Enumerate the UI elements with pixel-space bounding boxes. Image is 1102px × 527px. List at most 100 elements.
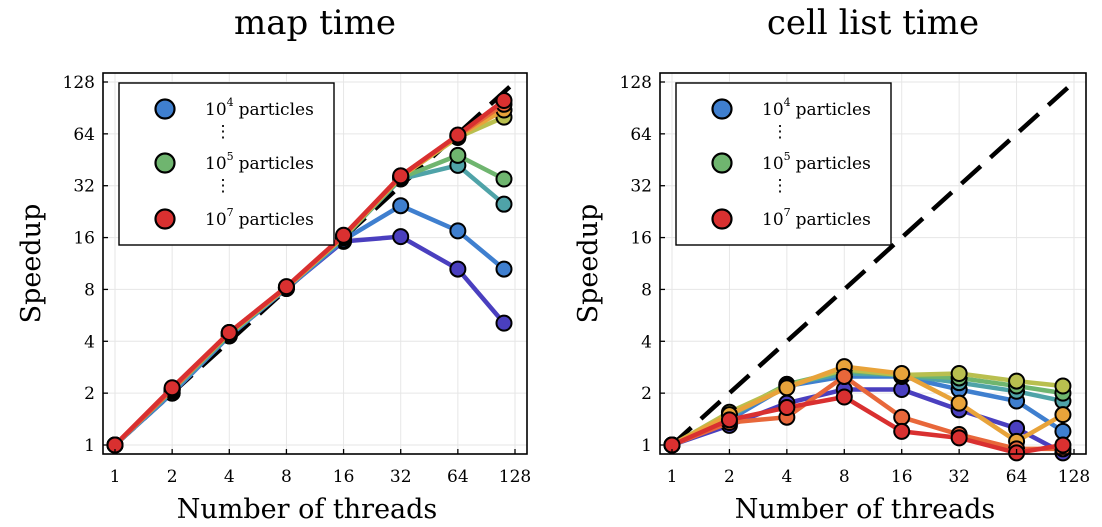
data-point [449, 260, 467, 278]
plot-frame [659, 72, 1087, 455]
chart-panel-1: 1 2 4 8 16 32 64 128 1 2 4 8 16 32 64 128 map time Number… [16, 3, 531, 525]
y-tick-label: 32 [73, 177, 95, 197]
y-axis-label: Speedup [573, 204, 604, 324]
legend-label: 104 particles [762, 96, 871, 120]
legend-marker [711, 98, 733, 120]
data-point [950, 429, 968, 447]
legend-marker [711, 152, 733, 174]
legend-entry: 107 particles [154, 206, 314, 230]
x-axis-label: Number of threads [177, 494, 438, 525]
data-point [835, 388, 853, 406]
data-point [1054, 406, 1072, 424]
x-tick-label: 16 [891, 467, 913, 487]
data-point [392, 197, 410, 215]
data-point [449, 222, 467, 240]
series-line [671, 394, 1064, 456]
y-tick-label: 16 [630, 229, 652, 249]
data-point [495, 170, 513, 188]
chart-title: map time [234, 3, 396, 43]
data-point [835, 367, 853, 385]
legend-marker [154, 208, 176, 230]
x-tick-label: 2 [724, 467, 735, 487]
legend-entry: 104 particles⋮ [711, 96, 871, 142]
legend-entry: 104 particles⋮ [154, 96, 314, 142]
data-point [1008, 372, 1026, 390]
x-tick-label: 4 [224, 467, 235, 487]
legend: 104 particles⋮105 particles⋮107 particles [118, 82, 335, 246]
y-tick-label: 4 [84, 332, 95, 352]
data-point [495, 91, 513, 109]
legend-label: 105 particles [205, 150, 314, 174]
data-point [950, 365, 968, 383]
legend-ellipsis: ⋮ [215, 176, 232, 196]
legend-label: 107 particles [762, 206, 871, 230]
y-tick-label: 2 [84, 384, 95, 404]
y-axis-label: Speedup [16, 204, 47, 324]
series-line [113, 98, 506, 447]
x-tick-label: 1 [667, 467, 678, 487]
data-point [220, 323, 238, 341]
legend-marker [154, 98, 176, 120]
legend-entry: 105 particles⋮ [711, 150, 871, 196]
y-tick-label: 128 [620, 73, 652, 93]
data-point [950, 394, 968, 412]
data-point [392, 167, 410, 185]
data-point [1054, 377, 1072, 395]
x-tick-label: 128 [499, 467, 531, 487]
data-point [778, 399, 796, 417]
x-tick-label: 8 [839, 467, 850, 487]
data-point [495, 195, 513, 213]
data-point [449, 126, 467, 144]
y-tick-label: 16 [73, 229, 95, 249]
data-point [335, 226, 353, 244]
data-point [778, 379, 796, 397]
legend-entry: 107 particles [711, 206, 871, 230]
y-tick-label: 64 [73, 125, 95, 145]
ideal-speedup-reference-line [670, 80, 1076, 447]
y-tick-label: 1 [84, 436, 95, 456]
x-tick-label: 4 [781, 467, 792, 487]
x-tick-label: 8 [281, 467, 292, 487]
x-tick-label: 16 [333, 467, 355, 487]
x-tick-label: 64 [447, 467, 469, 487]
legend-label: 104 particles [205, 96, 314, 120]
legend-label: 105 particles [762, 150, 871, 174]
x-axis-label: Number of threads [735, 494, 996, 525]
data-point [495, 314, 513, 332]
legend-entry: 105 particles⋮ [154, 150, 314, 196]
x-tick-label: 32 [948, 467, 970, 487]
data-point [893, 365, 911, 383]
series-8 [663, 388, 1072, 462]
y-tick-label: 8 [641, 280, 652, 300]
y-tick-label: 1 [641, 436, 652, 456]
series-line [670, 364, 1065, 447]
y-tick-label: 64 [630, 125, 652, 145]
plot-frame [102, 72, 528, 455]
chart-panel-2: 1 2 4 8 16 32 64 128 1 2 4 8 16 32 64 128 cell list time… [573, 3, 1090, 525]
x-tick-label: 1 [110, 467, 121, 487]
x-tick-label: 32 [390, 467, 412, 487]
data-point [893, 408, 911, 426]
data-point [277, 278, 295, 296]
data-point [720, 411, 738, 429]
legend-marker [154, 152, 176, 174]
x-tick-label: 2 [167, 467, 178, 487]
legend-ellipsis: ⋮ [215, 122, 232, 142]
series-line [671, 374, 1063, 452]
data-point [449, 146, 467, 164]
legend: 104 particles⋮105 particles⋮107 particles [675, 82, 892, 246]
legend-ellipsis: ⋮ [772, 122, 789, 142]
data-point [1054, 436, 1072, 454]
y-tick-label: 32 [630, 177, 652, 197]
data-point [392, 228, 410, 246]
x-tick-label: 128 [1058, 467, 1090, 487]
data-point [893, 422, 911, 440]
legend-label: 107 particles [205, 206, 314, 230]
data-point [495, 260, 513, 278]
data-point [163, 379, 181, 397]
series-8 [106, 91, 513, 454]
y-tick-label: 4 [641, 332, 652, 352]
chart-title: cell list time [767, 3, 979, 43]
legend-ellipsis: ⋮ [772, 176, 789, 196]
